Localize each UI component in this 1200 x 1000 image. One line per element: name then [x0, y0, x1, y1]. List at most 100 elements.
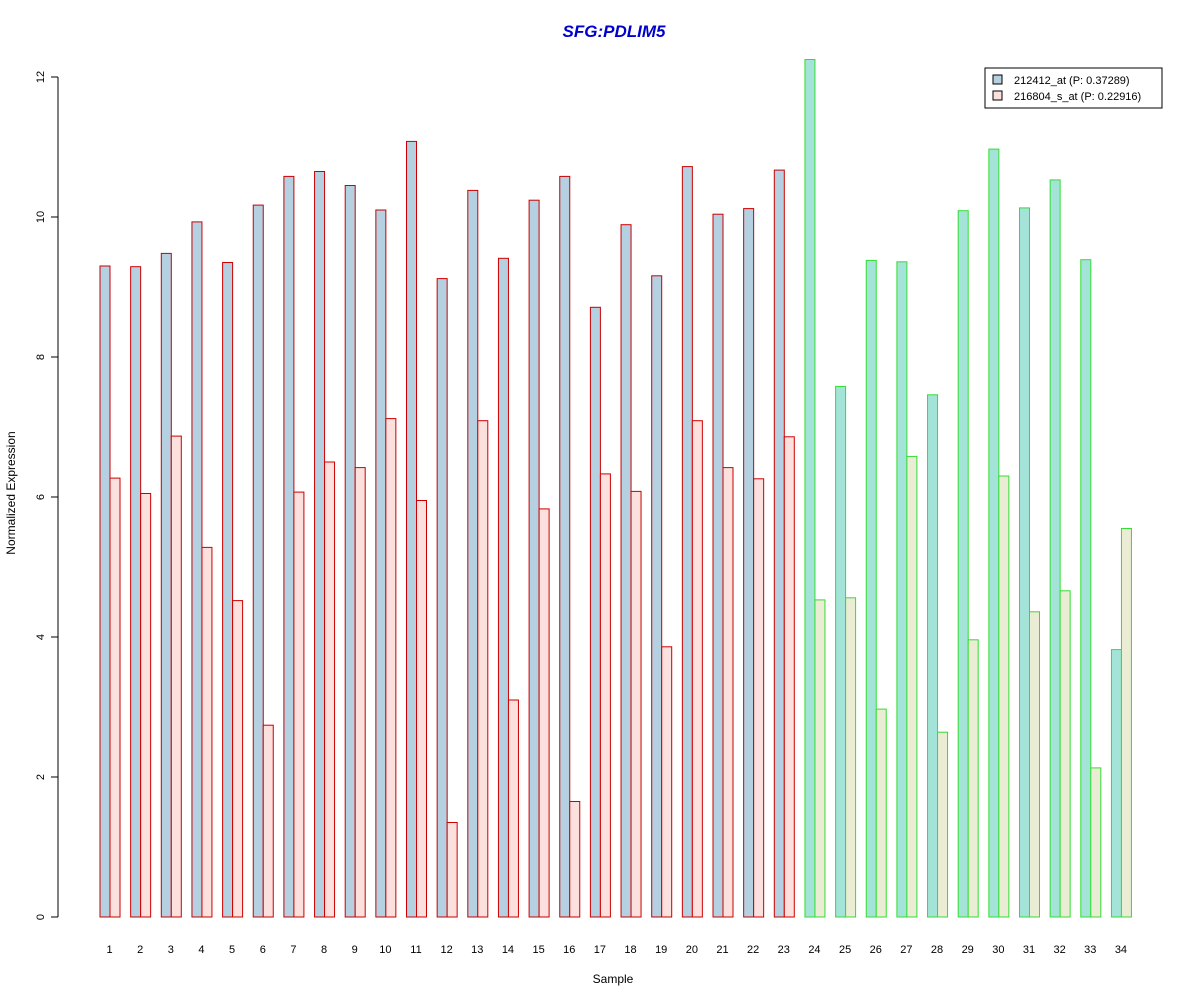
x-tick-label: 1 — [106, 944, 112, 956]
bar-series-1-sample-5 — [222, 262, 234, 918]
chart-title: SFG:PDLIM5 — [563, 22, 666, 41]
x-tick-label: 23 — [778, 944, 790, 956]
bar-series-1-sample-20 — [681, 166, 693, 918]
bar-series-2-sample-12 — [446, 822, 458, 918]
x-tick-label: 26 — [870, 944, 882, 956]
bar-series-2-sample-24 — [814, 599, 826, 918]
bar-series-2-sample-21 — [722, 467, 734, 918]
bar-series-2-sample-14 — [507, 699, 519, 918]
bar-series-1-sample-2 — [130, 266, 142, 918]
bar-series-2-sample-34 — [1120, 528, 1132, 918]
legend-label-series-1: 212412_at (P: 0.37289) — [1014, 75, 1130, 87]
x-tick-label: 22 — [747, 944, 759, 956]
x-tick-label: 9 — [352, 944, 358, 956]
bar-series-1-sample-27 — [896, 261, 908, 918]
bar-series-2-sample-15 — [538, 508, 550, 918]
bar-series-2-sample-2 — [140, 493, 152, 918]
bar-series-1-sample-22 — [743, 208, 755, 918]
x-tick-label: 17 — [594, 944, 606, 956]
x-tick-label: 4 — [198, 944, 204, 956]
x-tick-label: 10 — [379, 944, 391, 956]
bar-series-1-sample-14 — [497, 257, 509, 918]
y-tick-label: 0 — [35, 914, 47, 920]
x-tick-labels: 1 2 3 4 5 6 7 8 9 10 11 12 13 14 15 16 17 18 19 20 21 22 23 24 2… — [106, 944, 1127, 956]
bar-series-1-sample-1 — [99, 265, 111, 918]
bar-series-2-sample-31 — [1029, 611, 1040, 918]
bar-series-2-sample-3 — [170, 435, 182, 918]
x-tick-label: 21 — [716, 944, 728, 956]
bar-series-2-sample-29 — [967, 639, 979, 918]
bar-series-1-sample-13 — [467, 189, 479, 918]
bar-series-1-sample-23 — [773, 169, 785, 918]
x-tick-label: 12 — [441, 944, 453, 956]
bar-series-1-sample-26 — [865, 259, 877, 918]
y-tick-label: 4 — [35, 634, 47, 640]
x-tick-label: 32 — [1054, 944, 1066, 956]
bar-series-1-sample-24 — [804, 59, 816, 918]
bar-series-2-sample-7 — [293, 491, 305, 918]
bar-series-2-sample-5 — [232, 600, 244, 918]
bar-series-2-sample-22 — [753, 478, 765, 918]
bar-series-2-sample-32 — [1059, 590, 1071, 918]
x-tick-label: 25 — [839, 944, 851, 956]
bar-series-2-sample-9 — [354, 467, 366, 918]
legend-swatch-series-2 — [992, 90, 1003, 101]
legend-box — [984, 67, 1163, 109]
bar-series-2-sample-8 — [324, 461, 336, 918]
bar-series-2-sample-27 — [906, 455, 918, 918]
legend: 212412_at (P: 0.37289) 216804_s_at (P: 0… — [984, 67, 1163, 109]
bar-series-1-sample-29 — [957, 210, 969, 918]
bar-series-2-sample-1 — [109, 477, 121, 918]
bar-series-1-sample-11 — [406, 140, 417, 918]
bar-series-2-sample-11 — [416, 500, 427, 918]
bar-series-2-sample-20 — [691, 420, 703, 918]
x-tick-label: 33 — [1084, 944, 1096, 956]
bar-series-2-sample-6 — [262, 724, 274, 918]
x-tick-label: 2 — [137, 944, 143, 956]
x-tick-label: 13 — [471, 944, 483, 956]
bar-series-1-sample-9 — [344, 185, 356, 918]
bar-series-2-sample-4 — [201, 546, 213, 918]
bar-series-2-sample-25 — [845, 597, 857, 918]
bar-series-2-sample-33 — [1090, 767, 1102, 918]
bar-series-1-sample-25 — [835, 385, 847, 918]
bars — [99, 59, 1132, 918]
bar-series-2-sample-10 — [385, 418, 397, 918]
x-tick-label: 15 — [532, 944, 544, 956]
bar-series-1-sample-30 — [988, 148, 1000, 918]
bar-series-2-sample-23 — [783, 436, 795, 918]
bar-series-1-sample-31 — [1019, 207, 1030, 918]
x-tick-label: 24 — [808, 944, 820, 956]
x-tick-label: 8 — [321, 944, 327, 956]
bar-series-1-sample-18 — [620, 224, 632, 918]
legend-swatch-series-1 — [992, 74, 1003, 85]
bar-series-1-sample-4 — [191, 221, 203, 918]
x-axis-label: Sample — [593, 972, 634, 986]
bar-series-1-sample-21 — [712, 213, 724, 918]
y-tick-label: 2 — [35, 774, 47, 780]
x-tick-label: 3 — [168, 944, 174, 956]
y-tick-label: 8 — [35, 354, 47, 360]
y-tick-label: 12 — [35, 71, 47, 83]
bar-series-1-sample-17 — [589, 306, 601, 918]
bar-series-1-sample-16 — [559, 175, 571, 918]
bar-series-1-sample-32 — [1049, 179, 1061, 918]
bar-series-1-sample-3 — [160, 252, 172, 918]
bar-series-2-sample-26 — [875, 708, 887, 918]
bar-series-2-sample-13 — [477, 420, 489, 918]
bar-series-1-sample-12 — [436, 278, 448, 918]
y-axis-label: Normalized Expression — [4, 431, 18, 554]
x-tick-label: 19 — [655, 944, 667, 956]
legend-label-series-2: 216804_s_at (P: 0.22916) — [1014, 91, 1141, 103]
x-tick-label: 6 — [260, 944, 266, 956]
bar-series-1-sample-15 — [528, 199, 540, 918]
bar-series-1-sample-19 — [651, 275, 663, 918]
bar-series-2-sample-18 — [630, 490, 642, 918]
bar-series-1-sample-7 — [283, 175, 295, 918]
bar-series-1-sample-34 — [1110, 649, 1122, 918]
bar-series-2-sample-30 — [998, 475, 1010, 918]
bar-series-1-sample-33 — [1080, 259, 1092, 918]
bar-series-1-sample-6 — [252, 204, 264, 918]
x-tick-label: 18 — [624, 944, 636, 956]
x-tick-label: 14 — [502, 944, 514, 956]
